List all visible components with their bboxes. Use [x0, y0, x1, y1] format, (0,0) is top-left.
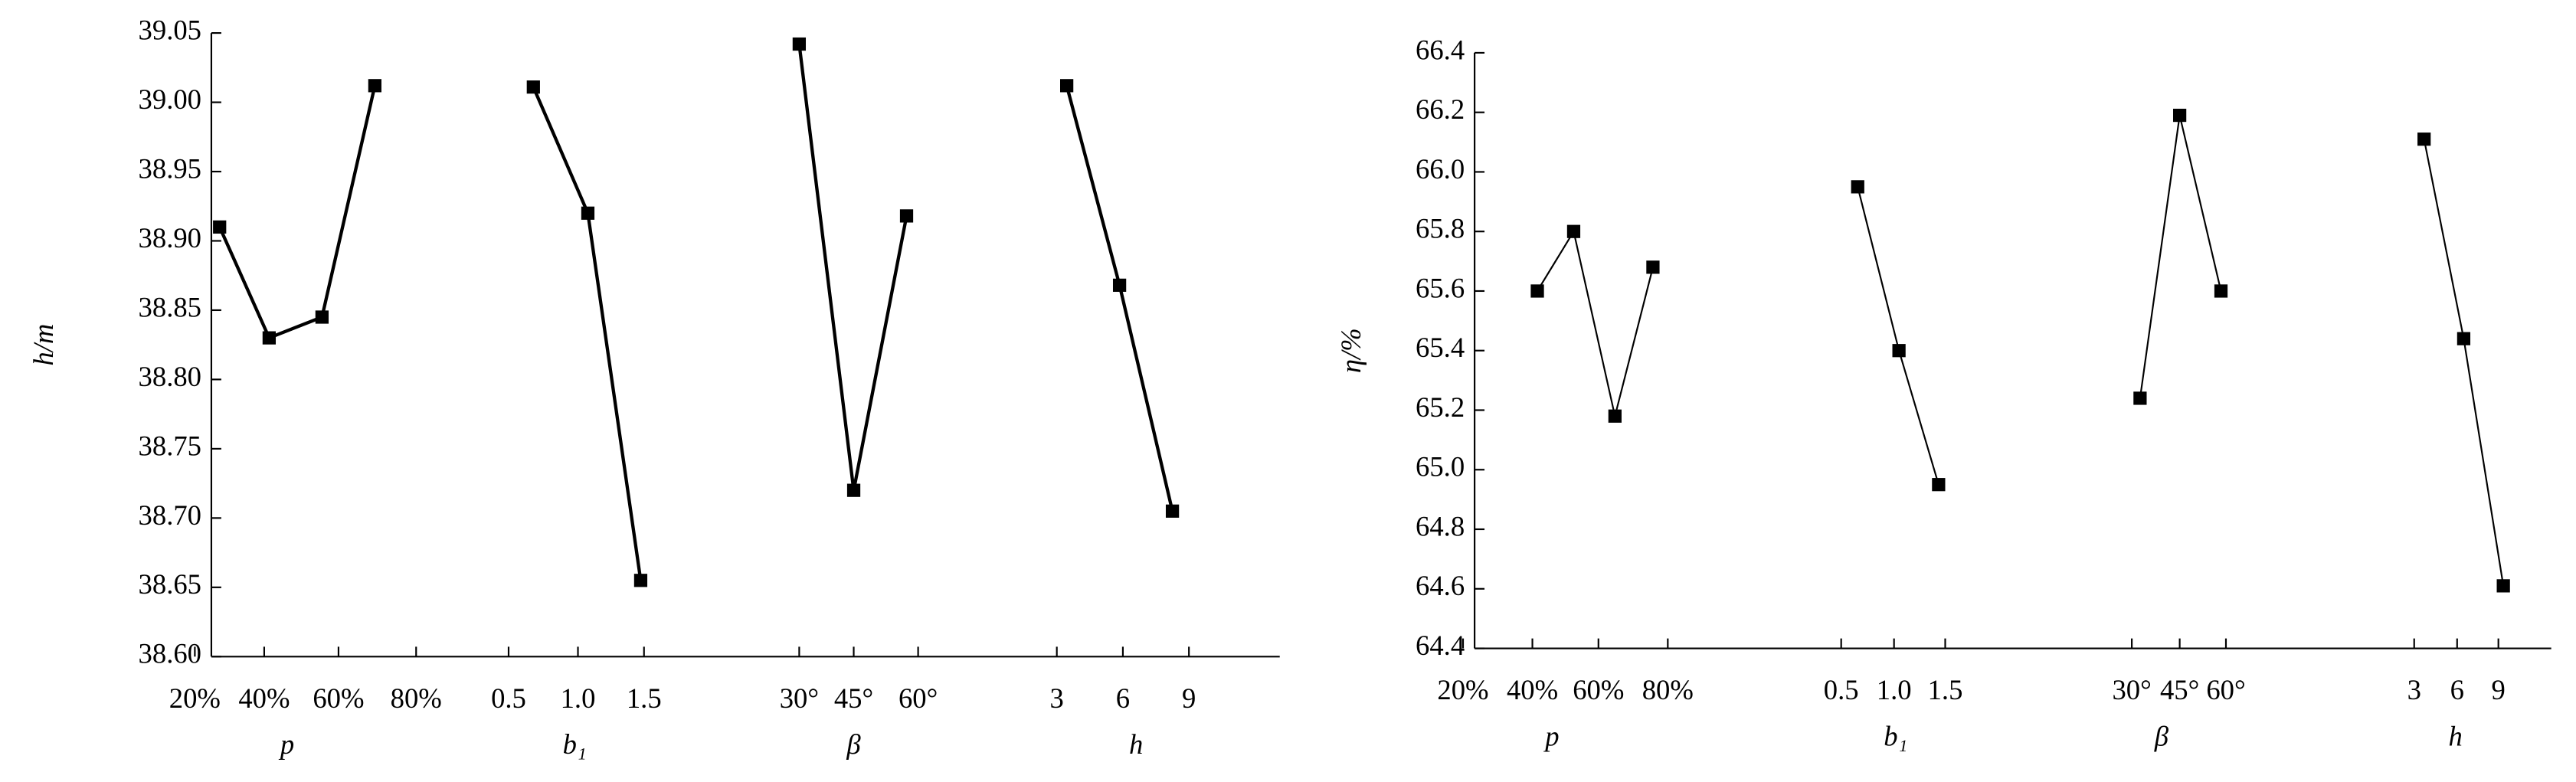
- x-tick-label: 1.0: [561, 682, 596, 714]
- x-tick-label: 45°: [2160, 674, 2199, 705]
- series-line: [1065, 85, 1174, 512]
- y-tick-label: 64.4: [1416, 630, 1465, 661]
- y-tick-label: 65.2: [1416, 391, 1465, 423]
- y-tick-label: 38.70: [139, 499, 201, 531]
- y-tick-label: 38.95: [139, 152, 201, 184]
- y-tick-label: 65.0: [1416, 451, 1465, 483]
- marker: [1646, 260, 1660, 274]
- factor-label: b₁: [563, 728, 587, 760]
- x-tick-label: 30°: [2112, 674, 2151, 705]
- series-line: [218, 85, 377, 340]
- marker: [2214, 284, 2228, 298]
- factor-label: β: [2154, 720, 2169, 751]
- marker: [1851, 180, 1864, 194]
- marker: [1112, 278, 1127, 293]
- factor-label: b₁: [1884, 720, 1907, 751]
- x-tick-label: 60%: [313, 682, 364, 714]
- y-tick-label: 65.4: [1416, 332, 1465, 363]
- y-tick-label: 38.90: [139, 222, 201, 254]
- marker: [792, 37, 807, 51]
- y-tick-label: 64.6: [1416, 570, 1465, 601]
- marker: [1165, 504, 1180, 518]
- y-tick-label: 66.2: [1416, 93, 1465, 125]
- series-line: [797, 44, 908, 491]
- marker: [2417, 133, 2431, 146]
- x-tick-label: 6: [2450, 674, 2464, 705]
- x-tick-label: 30°: [780, 682, 819, 714]
- x-tick-label: 20%: [169, 682, 221, 714]
- y-tick-label: 38.80: [139, 361, 201, 392]
- x-tick-label: 3: [1050, 682, 1064, 714]
- marker: [1932, 478, 1946, 492]
- marker: [2496, 579, 2510, 593]
- factor-label: p: [278, 728, 294, 760]
- y-tick-label: 38.75: [139, 430, 201, 461]
- y-axis-label: h/m: [28, 324, 59, 366]
- factor-label: h: [2448, 720, 2462, 751]
- marker: [633, 574, 648, 587]
- y-tick-label: 66.4: [1416, 34, 1465, 65]
- x-tick-label: 40%: [238, 682, 290, 714]
- x-tick-label: 80%: [391, 682, 442, 714]
- marker: [1060, 79, 1074, 93]
- y-tick-label: 38.65: [139, 568, 201, 600]
- x-tick-label: 1.5: [1928, 674, 1963, 705]
- series-line: [2139, 115, 2222, 399]
- factor-label: h: [1129, 728, 1143, 760]
- marker: [1608, 409, 1622, 423]
- factor-label: p: [1543, 720, 1559, 751]
- marker: [1566, 224, 1581, 238]
- y-tick-label: 65.8: [1416, 213, 1465, 244]
- x-tick-label: 9: [1182, 682, 1196, 714]
- x-tick-label: 0.5: [1824, 674, 1859, 705]
- series-line: [1537, 229, 1654, 417]
- x-tick-label: 3: [2407, 674, 2421, 705]
- marker: [1892, 344, 1906, 358]
- x-tick-label: 1.5: [627, 682, 662, 714]
- x-tick-label: 40%: [1507, 674, 1558, 705]
- y-tick-label: 65.6: [1416, 272, 1465, 303]
- x-tick-label: 9: [2492, 674, 2506, 705]
- marker: [315, 310, 329, 324]
- y-tick-label: 38.85: [139, 291, 201, 322]
- y-axis-label: η/%: [1335, 328, 1367, 373]
- marker: [213, 220, 227, 234]
- marker: [1530, 284, 1544, 298]
- y-tick-label: 39.05: [139, 14, 201, 45]
- series-line: [1857, 186, 1939, 485]
- x-tick-label: 60°: [2206, 674, 2245, 705]
- x-tick-label: 80%: [1642, 674, 1694, 705]
- series-line: [2423, 139, 2505, 587]
- marker: [846, 483, 861, 497]
- marker: [2172, 108, 2187, 123]
- marker: [2457, 332, 2471, 345]
- x-tick-label: 6: [1116, 682, 1130, 714]
- series-line: [532, 86, 643, 581]
- marker: [2133, 391, 2147, 405]
- marker: [262, 331, 277, 345]
- x-tick-label: 45°: [834, 682, 873, 714]
- x-tick-label: 20%: [1437, 674, 1488, 705]
- x-tick-label: 60°: [898, 682, 938, 714]
- x-tick-label: 1.0: [1877, 674, 1912, 705]
- y-tick-label: 66.0: [1416, 153, 1465, 185]
- marker: [581, 206, 595, 220]
- marker: [526, 80, 540, 94]
- y-tick-label: 64.8: [1416, 510, 1465, 542]
- x-tick-label: 0.5: [491, 682, 526, 714]
- y-tick-label: 39.00: [139, 83, 201, 115]
- y-tick-label: 38.60: [139, 638, 201, 669]
- marker: [899, 209, 914, 223]
- x-tick-label: 60%: [1573, 674, 1624, 705]
- marker: [368, 79, 381, 93]
- factor-label: β: [846, 728, 861, 760]
